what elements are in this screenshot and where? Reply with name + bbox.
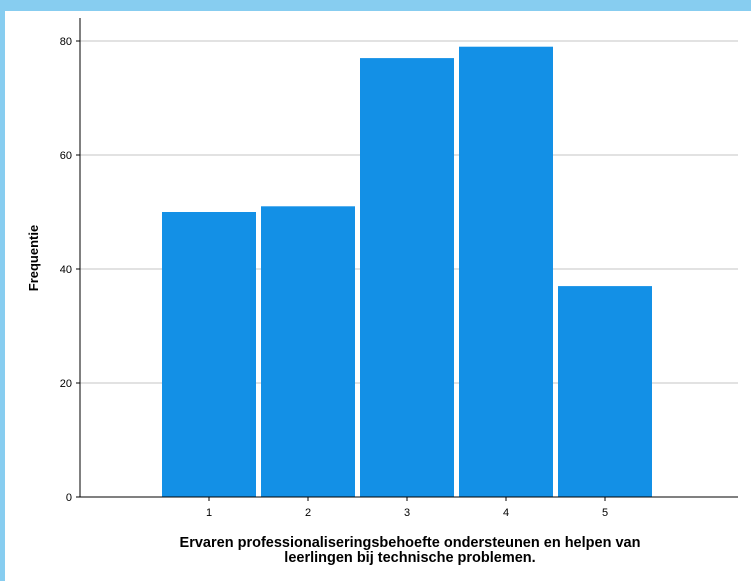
y-tick-label-40: 40 xyxy=(60,264,72,276)
bar-2 xyxy=(261,206,355,498)
x-tick-label-4: 4 xyxy=(503,507,509,519)
bars xyxy=(162,46,652,498)
x-tick-labels: 1 2 3 4 5 xyxy=(206,497,608,519)
x-tick-label-2: 2 xyxy=(305,507,311,519)
x-tick-label-1: 1 xyxy=(206,507,212,519)
bar-4 xyxy=(459,46,553,497)
axes xyxy=(79,18,738,498)
bar-3 xyxy=(360,58,454,497)
bar-5 xyxy=(558,286,652,497)
y-tick-label-60: 60 xyxy=(60,150,72,162)
x-axis-title: Ervaren professionaliseringsbehoefte ond… xyxy=(179,535,641,566)
y-tick-label-80: 80 xyxy=(60,36,72,48)
y-tick-label-20: 20 xyxy=(60,378,72,390)
bar-1 xyxy=(162,212,256,497)
y-tick-label-0: 0 xyxy=(66,492,72,504)
x-tick-label-5: 5 xyxy=(602,507,608,519)
y-axis-title: Frequentie xyxy=(26,225,41,291)
x-tick-label-3: 3 xyxy=(404,507,410,519)
y-tick-labels: 0 20 40 60 80 xyxy=(60,36,80,504)
